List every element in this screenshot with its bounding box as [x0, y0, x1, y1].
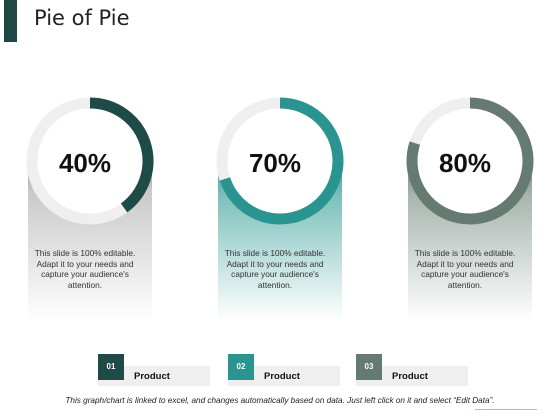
chart-description: This slide is 100% editable. Adapt it to…	[224, 248, 326, 290]
chart-card-3: 80% This slide is 100% editable. Adapt i…	[400, 96, 540, 321]
footer-note: This graph/chart is linked to excel, and…	[65, 396, 495, 405]
legend-number-badge: 02	[228, 354, 254, 380]
chart-card-1: 40% This slide is 100% editable. Adapt i…	[20, 96, 160, 321]
donut-chart-3	[406, 97, 534, 225]
donut-value-arc	[406, 97, 534, 225]
legend-label: Product	[134, 371, 170, 382]
legend-label-box	[98, 366, 210, 386]
donut-value-arc	[219, 97, 344, 225]
chart-card-2: 70% This slide is 100% editable. Adapt i…	[210, 96, 350, 321]
legend-label-box	[228, 366, 340, 386]
legend-label: Product	[392, 371, 428, 382]
chart-description: This slide is 100% editable. Adapt it to…	[414, 248, 516, 290]
title-accent-bar	[4, 0, 17, 42]
legend-item-1: 01 Product	[98, 354, 210, 386]
chart-value-label: 40%	[58, 148, 112, 178]
legend-item-2: 02 Product	[228, 354, 340, 386]
donut-value-arc	[89, 97, 154, 213]
chart-value-label: 70%	[248, 148, 302, 178]
legend-number-badge: 01	[98, 354, 124, 380]
donut-chart-2	[216, 97, 344, 225]
legend-label: Product	[264, 371, 300, 382]
chart-description: This slide is 100% editable. Adapt it to…	[34, 248, 136, 290]
footer-divider	[475, 409, 537, 410]
donut-chart-1	[26, 97, 154, 225]
chart-value-label: 80%	[438, 148, 492, 178]
legend-number-badge: 03	[356, 354, 382, 380]
legend-item-3: 03 Product	[356, 354, 468, 386]
legend-label-box	[356, 366, 468, 386]
page-title: Pie of Pie	[34, 6, 130, 30]
